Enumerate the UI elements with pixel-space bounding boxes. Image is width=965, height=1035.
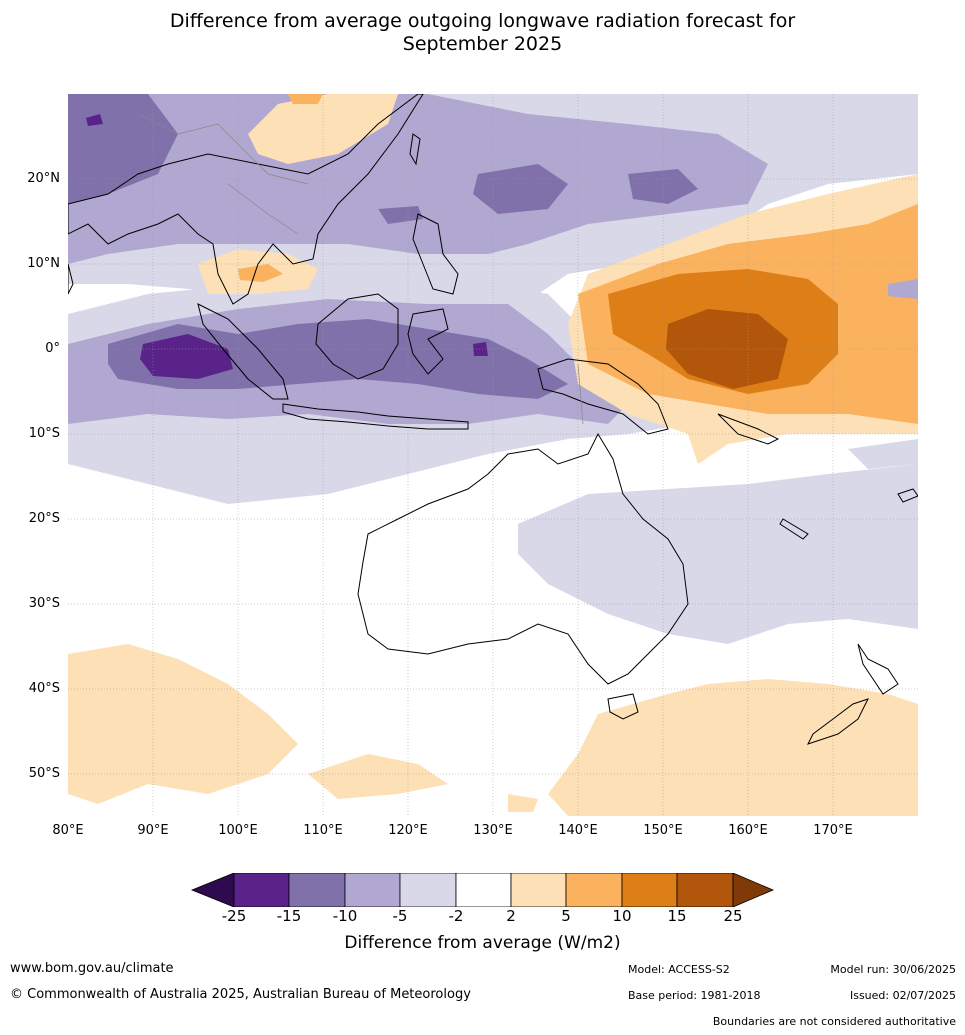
- coastline-sulawesi: [407, 308, 449, 375]
- coastline-philippines: [412, 213, 459, 295]
- forecast-map[interactable]: [68, 94, 918, 816]
- lon-label-90e: 90°E: [137, 823, 169, 838]
- colorbar-swatch-6: [510, 873, 567, 907]
- colorbar-swatch-5: [455, 873, 512, 907]
- graticule: [68, 94, 918, 816]
- anomaly-region-orange-indochina: [238, 264, 283, 282]
- anomaly-region-light-orange-north: [248, 94, 398, 164]
- footer-url[interactable]: www.bom.gov.au/climate: [10, 961, 174, 976]
- anomaly-region-light-orange-south-west: [68, 644, 298, 804]
- colorbar-swatch-7: [565, 873, 623, 907]
- map-svg: [68, 94, 918, 816]
- lat-label-30s: 30°S: [28, 596, 60, 611]
- coastline-new-zealand-north: [857, 643, 899, 695]
- coastline-borneo: [315, 293, 399, 380]
- coastline-australia: [357, 432, 689, 685]
- colorbar-tick-2: -10: [332, 907, 358, 925]
- coastline-solomon: [717, 413, 780, 445]
- footer-copyright: © Commonwealth of Australia 2025, Austra…: [10, 987, 471, 1002]
- coastline-india-tip: [68, 263, 74, 295]
- coastline-new-zealand-south: [807, 698, 869, 745]
- colorbar-swatch-9: [676, 873, 734, 907]
- colorbar-swatch-4: [399, 873, 457, 907]
- chart-title: Difference from average outgoing longwav…: [0, 10, 965, 56]
- lon-label-100e: 100°E: [218, 823, 258, 838]
- lon-label-160e: 160°E: [728, 823, 768, 838]
- colorbar-swatch-1: [233, 873, 290, 907]
- colorbar-tick-0: -25: [221, 907, 247, 925]
- title-line-2: September 2025: [402, 33, 563, 55]
- anomaly-region-deepest-orange-pacific: [666, 309, 788, 389]
- colorbar-tick-9: 25: [723, 907, 743, 925]
- anomaly-region-deepest-purple-2: [473, 342, 488, 356]
- anomaly-region-dark-purple-equator: [108, 319, 568, 399]
- coastlines: [68, 94, 918, 745]
- colorbar-tick-5: 2: [506, 907, 516, 925]
- lon-label-130e: 130°E: [473, 823, 513, 838]
- footer-disclaimer: Boundaries are not considered authoritat…: [712, 1015, 956, 1028]
- lon-label-170e: 170°E: [813, 823, 853, 838]
- anomaly-region-dark-purple-north-4: [378, 206, 423, 224]
- colorbar-swatch-8: [621, 873, 678, 907]
- coastline-tasmania: [607, 693, 639, 720]
- colorbar-tick-7: 10: [612, 907, 632, 925]
- lat-label-10n: 10°N: [27, 256, 60, 271]
- anomaly-region-light-purple-south: [518, 464, 918, 644]
- lat-label-20n: 20°N: [27, 171, 60, 186]
- anomaly-region-light-orange-south-east: [548, 679, 918, 816]
- lon-label-120e: 120°E: [388, 823, 428, 838]
- coastline-fiji: [897, 488, 918, 503]
- anomaly-region-dark-purple-north-3: [628, 169, 698, 204]
- colorbar-swatch-max: [732, 873, 775, 907]
- coastline-sumatra: [197, 303, 289, 400]
- anomaly-region-light-orange-south-blob: [508, 794, 538, 812]
- lat-label-20s: 20°S: [28, 511, 60, 526]
- colorbar-tick-6: 5: [561, 907, 571, 925]
- lon-label-140e: 140°E: [558, 823, 598, 838]
- lat-label-50s: 50°S: [28, 766, 60, 781]
- colorbar-tick-8: 15: [667, 907, 687, 925]
- colorbar-tick-1: -15: [276, 907, 302, 925]
- anomaly-region-light-orange-south-mid: [308, 754, 448, 799]
- lat-label-40s: 40°S: [28, 681, 60, 696]
- colorbar-label: Difference from average (W/m2): [344, 933, 621, 953]
- title-line-1: Difference from average outgoing longwav…: [169, 10, 796, 32]
- footer-issued: Issued: 02/07/2025: [849, 989, 956, 1002]
- lat-label-0: 0°: [45, 341, 60, 356]
- footer-model: Model: ACCESS-S2: [628, 963, 730, 976]
- coastline-new-caledonia: [779, 518, 809, 540]
- colorbar-tick-3: -5: [392, 907, 408, 925]
- colorbar-swatch-3: [344, 873, 401, 907]
- lon-label-80e: 80°E: [52, 823, 84, 838]
- colorbar-swatch-min: [190, 873, 235, 907]
- anomaly-region-dark-purple-north-2: [473, 164, 568, 214]
- anomaly-region-light-purple-south-2: [848, 439, 918, 469]
- anomaly-region-deepest-purple-3: [86, 114, 103, 126]
- colorbar: [190, 873, 775, 907]
- footer-base-period: Base period: 1981-2018: [628, 989, 761, 1002]
- anomaly-region-purple-pacific: [888, 279, 918, 299]
- lon-label-150e: 150°E: [643, 823, 683, 838]
- coastline-java: [282, 403, 469, 430]
- colorbar-tick-4: -2: [448, 907, 464, 925]
- coastline-taiwan: [409, 133, 421, 166]
- anomaly-region-orange-north: [288, 94, 323, 104]
- borders: [137, 113, 584, 425]
- anomaly-region-mid-purple-north: [68, 94, 768, 264]
- lat-label-10s: 10°S: [28, 426, 60, 441]
- colorbar-swatch-2: [288, 873, 346, 907]
- lon-label-110e: 110°E: [303, 823, 343, 838]
- footer-model-run: Model run: 30/06/2025: [830, 963, 956, 976]
- anomaly-region-deepest-purple: [140, 334, 233, 379]
- coastline-new-guinea: [537, 358, 669, 435]
